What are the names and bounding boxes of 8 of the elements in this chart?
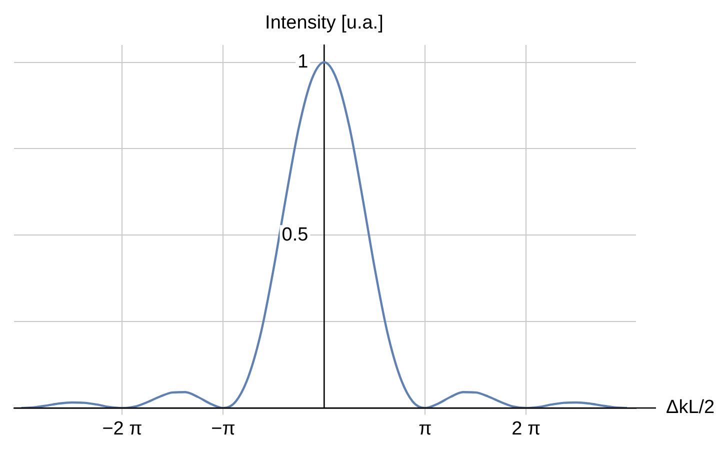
x-axis-title: ΔkL/2	[666, 397, 715, 418]
x-tick-label: π	[418, 418, 432, 440]
y-tick-label: 1	[298, 52, 308, 73]
x-tick-label: 2 π	[512, 418, 541, 440]
y-tick-label: 0.5	[282, 224, 308, 246]
x-tick-label: −2 π	[102, 418, 142, 440]
y-axis-title: Intensity [u.a.]	[265, 12, 384, 34]
x-tick-label: −π	[211, 418, 236, 440]
